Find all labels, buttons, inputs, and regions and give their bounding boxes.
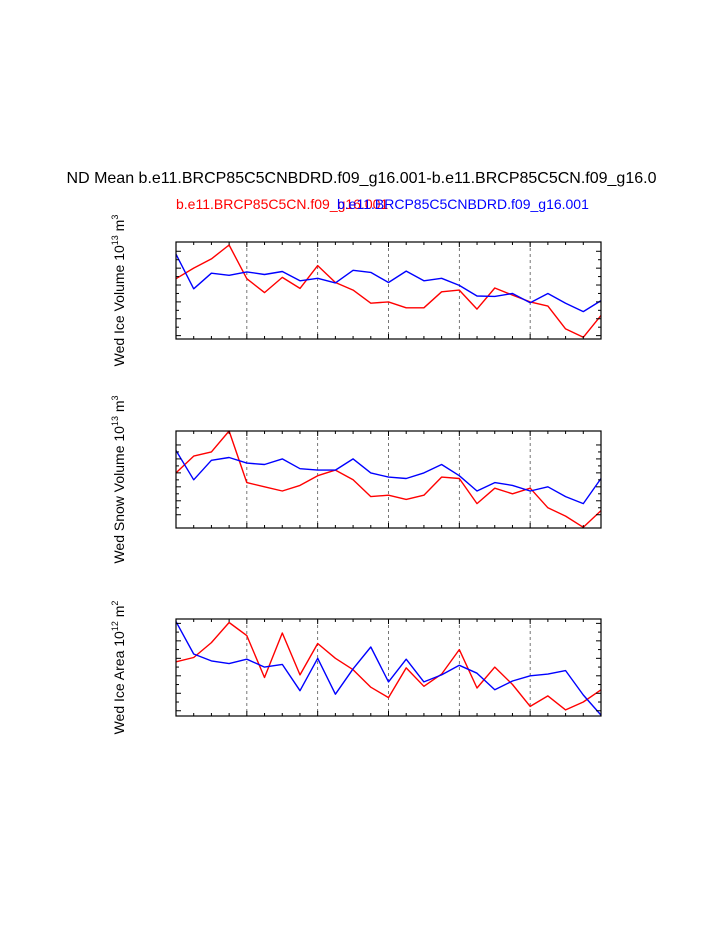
y-axis-label-part: 3	[110, 395, 120, 400]
series-line-red	[175, 430, 602, 528]
y-axis-label-part: 12	[110, 621, 120, 631]
legend-red-label: b.e11.BRCP85C5CN.f09_g16.001	[176, 196, 389, 212]
series-line-blue	[175, 253, 602, 313]
y-axis-label-part: 13	[110, 235, 120, 245]
chart-panel-3: Wed Ice Area 1012 m2	[110, 601, 602, 735]
y-axis-label-part: 3	[110, 215, 120, 220]
chart-panel-2: Wed Snow Volume 1013 m3	[110, 395, 602, 564]
y-axis-label: Wed Ice Area 1012 m2	[110, 601, 127, 735]
y-axis-label: Wed Snow Volume 1013 m3	[110, 395, 127, 563]
y-axis-label-part: 2	[110, 601, 120, 606]
y-axis-label-part: 13	[110, 416, 120, 426]
y-axis-label-part: m	[111, 606, 127, 622]
figure-title: ND Mean b.e11.BRCP85C5CNBDRD.f09_g16.001…	[66, 170, 657, 187]
y-axis-label-part: Wed Ice Volume 10	[111, 245, 127, 366]
y-axis-label-part: m	[111, 220, 127, 236]
y-axis-label-part: Wed Ice Area 10	[111, 631, 127, 734]
y-axis-label-part: m	[111, 400, 127, 416]
legend-blue-label: b.e11.BRCP85C5CNBDRD.f09_g16.001	[337, 196, 589, 212]
series-line-blue	[175, 621, 602, 716]
series-line-red	[175, 244, 602, 338]
series-line-red	[175, 621, 602, 711]
y-axis-label: Wed Ice Volume 1013 m3	[110, 215, 127, 367]
chart-panel-1: Wed Ice Volume 1013 m3	[110, 215, 602, 367]
series-line-blue	[175, 450, 602, 505]
y-axis-label-part: Wed Snow Volume 10	[111, 426, 127, 564]
